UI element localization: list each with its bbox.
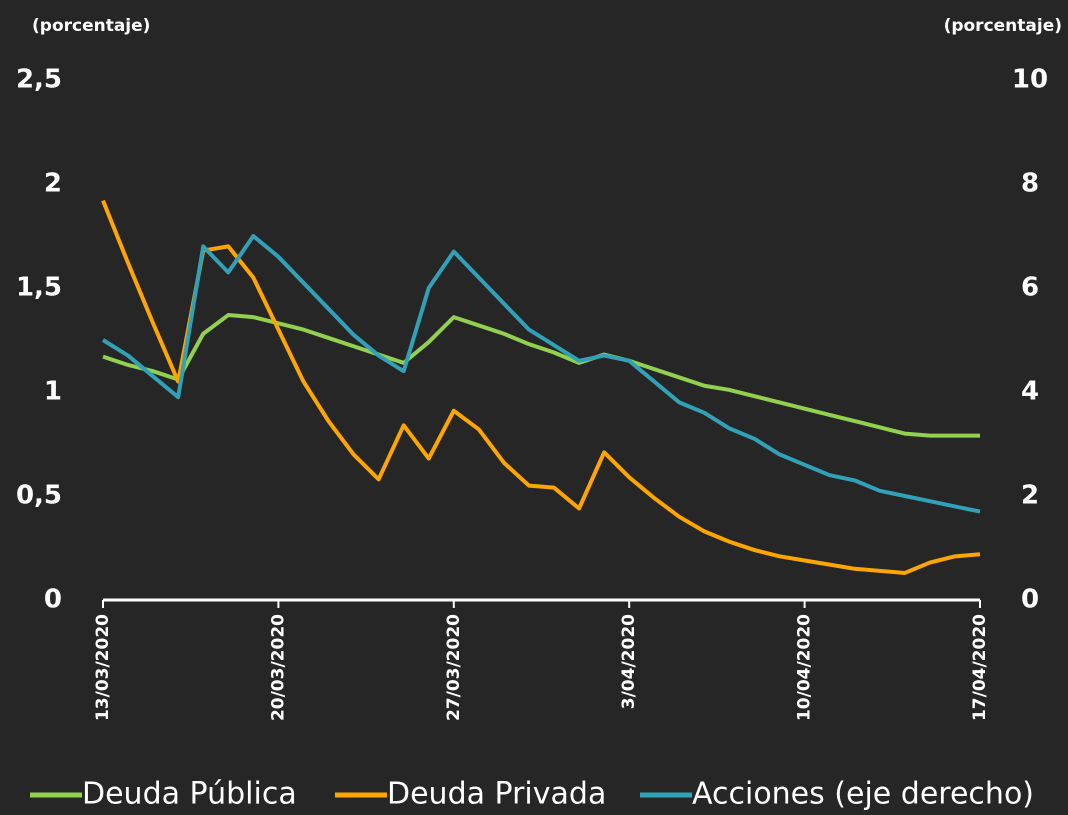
y2-tick-label: 0 <box>1021 585 1039 615</box>
y-axis-label: (porcentaje) <box>32 16 150 36</box>
series-line <box>101 199 981 575</box>
y-tick-label: 0,5 <box>16 481 62 511</box>
x-tick-label: 20/03/2020 <box>268 614 288 721</box>
y-tick-label: 2,5 <box>16 65 62 95</box>
y-tick-label: 1,5 <box>16 273 62 303</box>
x-tick-label: 27/03/2020 <box>444 614 464 721</box>
y2-tick-label: 4 <box>1021 377 1039 407</box>
y2-tick-label: 8 <box>1021 169 1039 199</box>
y-tick-label: 1 <box>44 377 62 407</box>
x-tick-label: 3/04/2020 <box>619 614 639 709</box>
x-tick-label: 10/04/2020 <box>795 614 815 721</box>
y2-tick-label: 6 <box>1021 273 1039 303</box>
y-tick-label: 0 <box>44 585 62 615</box>
y-tick-label: 2 <box>44 169 62 199</box>
series-line <box>102 313 980 438</box>
legend-label: Deuda Privada <box>387 777 606 812</box>
x-tick-label: 13/03/2020 <box>93 614 113 721</box>
y2-tick-label: 10 <box>1012 65 1048 95</box>
legend-label: Deuda Pública <box>82 777 297 812</box>
series-line <box>101 234 981 514</box>
x-tick-label: 17/04/2020 <box>970 614 990 721</box>
y2-axis-label: (porcentaje) <box>944 16 1062 36</box>
y2-tick-label: 2 <box>1021 481 1039 511</box>
legend-label: Acciones (eje derecho) <box>692 777 1034 812</box>
